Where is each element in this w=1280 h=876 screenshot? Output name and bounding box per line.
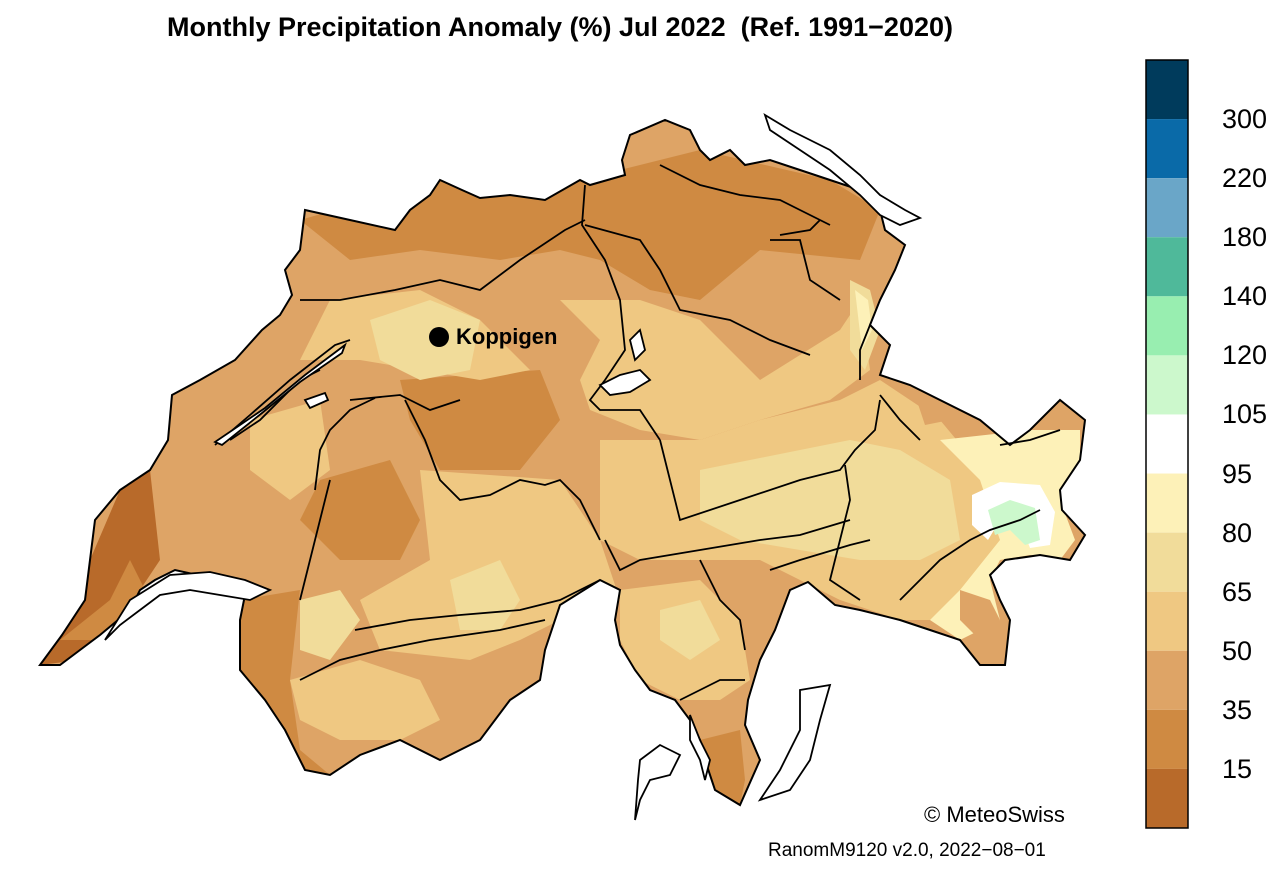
legend-label: 220 [1222,163,1267,193]
legend-swatch [1146,474,1188,533]
station-label: Koppigen [456,324,557,350]
legend-swatch [1146,355,1188,414]
legend-swatch [1146,237,1188,296]
legend-swatch [1146,414,1188,473]
legend-label: 65 [1222,577,1252,607]
legend-swatch [1146,178,1188,237]
legend-swatch [1146,592,1188,651]
legend-label: 50 [1222,636,1252,666]
legend-swatch [1146,769,1188,828]
legend-swatch [1146,60,1188,119]
copyright-text: © MeteoSwiss [924,802,1065,828]
legend-label: 300 [1222,104,1267,134]
legend-swatch [1146,119,1188,178]
legend-label: 80 [1222,518,1252,548]
legend-label: 35 [1222,695,1252,725]
legend-colorbar [1146,60,1188,828]
station-marker [429,327,449,347]
version-text: RanomM9120 v2.0, 2022−08−01 [768,840,1046,862]
legend-swatch [1146,651,1188,710]
legend-label: 140 [1222,281,1267,311]
legend-swatch [1146,710,1188,769]
anomaly-zones [0,100,1120,820]
legend-label: 120 [1222,340,1267,370]
legend-swatch [1146,296,1188,355]
legend-label: 15 [1222,754,1252,784]
legend-label: 105 [1222,399,1267,429]
legend-swatch [1146,533,1188,592]
legend-label: 95 [1222,459,1252,489]
legend-label: 180 [1222,222,1267,252]
